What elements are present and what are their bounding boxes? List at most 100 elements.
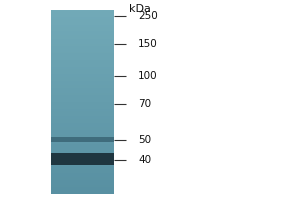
Bar: [51, 152, 114, 153]
Bar: [51, 187, 114, 188]
Bar: [51, 181, 114, 182]
Bar: [51, 136, 114, 142]
Bar: [51, 58, 114, 59]
Bar: [51, 132, 114, 133]
Bar: [51, 21, 114, 22]
Bar: [51, 73, 114, 74]
Bar: [51, 146, 114, 147]
Bar: [51, 40, 114, 41]
Bar: [51, 159, 114, 160]
Bar: [51, 24, 114, 25]
Bar: [51, 119, 114, 120]
Bar: [51, 184, 114, 185]
Bar: [51, 162, 114, 163]
Bar: [51, 50, 114, 51]
Bar: [51, 65, 114, 66]
Bar: [51, 19, 114, 20]
Bar: [51, 157, 114, 158]
Bar: [51, 23, 114, 24]
Bar: [51, 46, 114, 47]
Bar: [51, 98, 114, 99]
Bar: [51, 167, 114, 168]
Bar: [51, 52, 114, 53]
Bar: [51, 92, 114, 93]
Text: 150: 150: [138, 39, 158, 49]
Bar: [51, 67, 114, 68]
Bar: [51, 154, 114, 155]
Bar: [51, 109, 114, 110]
Bar: [51, 84, 114, 85]
Bar: [51, 130, 114, 131]
Bar: [51, 99, 114, 100]
Bar: [51, 18, 114, 19]
Bar: [51, 176, 114, 177]
Bar: [51, 186, 114, 187]
Bar: [51, 190, 114, 191]
Bar: [51, 93, 114, 94]
Bar: [51, 76, 114, 77]
Bar: [51, 29, 114, 30]
Bar: [51, 151, 114, 152]
Bar: [51, 62, 114, 63]
Text: kDa: kDa: [129, 4, 151, 14]
Bar: [51, 27, 114, 28]
Bar: [51, 91, 114, 92]
Bar: [51, 78, 114, 79]
Bar: [51, 150, 114, 151]
Bar: [51, 69, 114, 70]
Bar: [51, 43, 114, 44]
Text: 250: 250: [138, 11, 158, 21]
Bar: [51, 70, 114, 71]
Bar: [51, 124, 114, 125]
Bar: [51, 131, 114, 132]
Bar: [51, 188, 114, 189]
Text: 70: 70: [138, 99, 151, 109]
Bar: [51, 45, 114, 46]
Bar: [51, 55, 114, 56]
Bar: [51, 127, 114, 128]
Bar: [51, 104, 114, 105]
Bar: [51, 136, 114, 137]
Bar: [51, 30, 114, 31]
Bar: [51, 122, 114, 123]
Bar: [51, 140, 114, 141]
Bar: [51, 88, 114, 89]
Bar: [51, 174, 114, 175]
Bar: [51, 64, 114, 65]
Bar: [51, 16, 114, 17]
Bar: [51, 22, 114, 23]
Bar: [51, 129, 114, 130]
Bar: [51, 171, 114, 172]
Bar: [51, 192, 114, 193]
Bar: [51, 179, 114, 180]
Bar: [51, 32, 114, 33]
Bar: [51, 48, 114, 49]
Bar: [51, 178, 114, 179]
Bar: [51, 135, 114, 136]
Bar: [51, 59, 114, 60]
Bar: [51, 66, 114, 67]
Bar: [51, 94, 114, 95]
Bar: [51, 193, 114, 194]
Bar: [51, 114, 114, 115]
Bar: [51, 101, 114, 102]
Bar: [51, 110, 114, 111]
Bar: [51, 41, 114, 42]
Bar: [51, 103, 114, 104]
Bar: [51, 36, 114, 37]
Bar: [51, 138, 114, 139]
Bar: [51, 97, 114, 98]
Text: 50: 50: [138, 135, 151, 145]
Bar: [51, 11, 114, 12]
Text: 100: 100: [138, 71, 158, 81]
Bar: [51, 68, 114, 69]
Bar: [51, 148, 114, 149]
Bar: [51, 128, 114, 129]
Bar: [51, 111, 114, 112]
Bar: [51, 26, 114, 27]
Bar: [51, 25, 114, 26]
Bar: [51, 42, 114, 43]
Bar: [51, 47, 114, 48]
Bar: [51, 71, 114, 72]
Bar: [51, 141, 114, 142]
